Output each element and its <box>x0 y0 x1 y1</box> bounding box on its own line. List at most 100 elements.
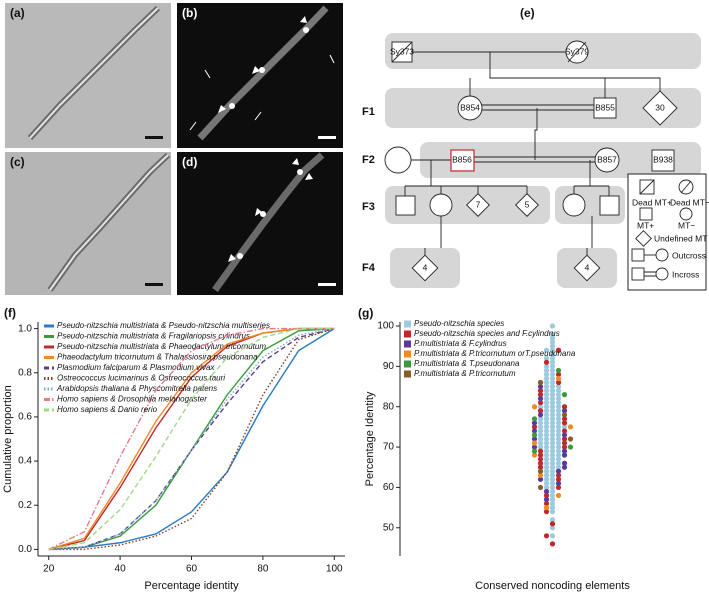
point <box>537 408 544 414</box>
point <box>531 444 538 450</box>
legend-label: P.multistriata & P.tricornutum <box>414 369 516 378</box>
point <box>555 408 562 414</box>
legend-label: Undefined MT <box>654 233 707 243</box>
point <box>543 392 550 398</box>
point <box>531 428 538 434</box>
point <box>537 472 544 478</box>
point <box>531 416 538 422</box>
point <box>531 436 538 442</box>
point <box>537 468 544 474</box>
point <box>549 347 556 353</box>
point <box>537 412 544 418</box>
point <box>561 428 568 434</box>
point <box>537 392 544 398</box>
legend-swatch <box>404 320 411 328</box>
point <box>543 367 550 374</box>
y-tick-label: 0.0 <box>18 544 32 555</box>
point <box>549 440 556 446</box>
point <box>543 440 550 446</box>
point <box>555 464 562 470</box>
node-label: B855 <box>595 102 615 112</box>
legend-label: Arabidopsis thaliana & Physcomitrella pa… <box>56 384 217 393</box>
legend-label: Pseudo-nitzschia multistriata & Phaeodac… <box>57 342 266 351</box>
point <box>549 533 556 539</box>
point <box>555 484 562 491</box>
point <box>555 367 562 374</box>
point <box>561 412 568 418</box>
point <box>555 416 562 422</box>
x-axis-label: Conserved noncoding elements <box>475 580 630 592</box>
point <box>537 440 544 446</box>
legend-label: Dead MT− <box>670 197 709 207</box>
point <box>549 444 556 450</box>
point <box>543 456 550 462</box>
point <box>537 379 544 386</box>
y-tick-label: 0.6 <box>18 412 32 423</box>
panel-label: (d) <box>182 155 197 169</box>
point <box>543 460 550 466</box>
point <box>555 432 562 438</box>
point <box>537 383 544 390</box>
point <box>549 331 556 337</box>
point <box>531 424 538 430</box>
legend-label: P.multistriata & F.cylindrus <box>414 339 507 348</box>
y-tick-label: 80 <box>383 401 395 412</box>
point <box>543 420 550 426</box>
legend-swatch <box>404 350 411 358</box>
point <box>549 339 556 345</box>
point <box>531 420 538 426</box>
point <box>549 404 556 410</box>
point <box>543 400 550 406</box>
series-line <box>48 327 335 551</box>
panel-label: (b) <box>182 6 197 20</box>
point <box>549 488 556 495</box>
point <box>555 468 562 474</box>
point <box>537 456 544 462</box>
legend-swatch <box>404 360 411 368</box>
x-tick-label: 100 <box>326 564 343 575</box>
node-label: 7 <box>476 199 481 209</box>
point <box>531 448 538 454</box>
series-line <box>48 327 335 551</box>
point <box>543 379 550 386</box>
legend-label: P.multistriata & T.pseudonana <box>414 359 520 368</box>
node-label: Sy379 <box>565 46 589 56</box>
point <box>537 424 544 430</box>
point <box>561 452 568 458</box>
point <box>549 464 556 470</box>
legend-label: P.multistriata & P.tricornutum orT.pseud… <box>414 349 576 358</box>
point <box>543 424 550 430</box>
y-tick-label: 0.2 <box>18 500 32 511</box>
generation-label: F2 <box>362 154 375 166</box>
point <box>531 432 538 438</box>
legend-label: Dead MT+ <box>632 197 672 207</box>
generation-label: F3 <box>362 201 375 213</box>
point <box>555 472 562 478</box>
point <box>549 517 556 523</box>
point <box>555 400 562 406</box>
y-tick-label: 90 <box>383 361 395 372</box>
legend-label: Pseudo-nitzschia multistriata & Pseudo-n… <box>57 321 270 330</box>
y-axis-label: Percentage Identity <box>364 391 376 486</box>
series-line <box>48 327 335 551</box>
micrograph-d: (d) <box>177 152 343 295</box>
point <box>549 412 556 418</box>
point <box>555 396 562 402</box>
panel-label: (a) <box>10 6 25 20</box>
point <box>537 428 544 434</box>
legend-label: Phaeodactylum tricornutum & Thalassiosir… <box>57 353 258 362</box>
point <box>543 468 550 474</box>
point <box>549 343 556 349</box>
legend-swatch <box>404 370 411 378</box>
point <box>555 428 562 434</box>
point <box>549 416 556 422</box>
point <box>549 424 556 430</box>
y-tick-label: 50 <box>383 522 395 533</box>
point <box>555 448 562 454</box>
point <box>543 347 550 353</box>
x-tick-label: 60 <box>186 564 198 575</box>
point <box>549 420 556 426</box>
point <box>549 436 556 442</box>
point <box>549 500 556 507</box>
point <box>555 436 562 442</box>
